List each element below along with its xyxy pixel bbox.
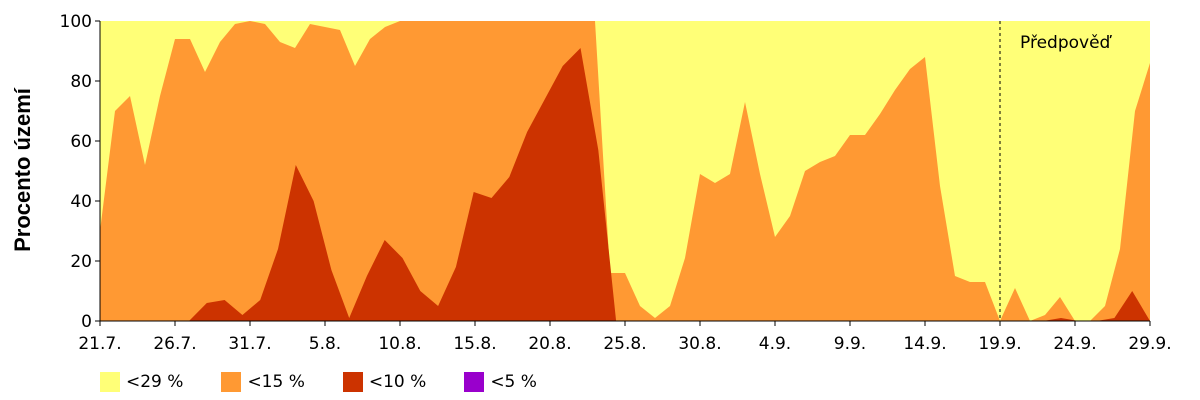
legend-swatch-below10 <box>342 372 363 392</box>
y-tick-label: 60 <box>70 132 92 152</box>
y-axis-ticks: 0 20 40 60 80 100 <box>60 12 100 332</box>
legend: <29 % <15 % <10 % <5 % <box>100 372 537 392</box>
legend-item-below29: <29 % <box>100 372 183 392</box>
area-below15 <box>100 21 1150 321</box>
y-tick-label: 100 <box>60 12 92 32</box>
x-tick-label: 26.7. <box>153 334 196 354</box>
x-tick-label: 19.9. <box>978 334 1021 354</box>
legend-label-below5: <5 % <box>490 372 537 392</box>
y-axis-label: Procento území <box>10 87 35 252</box>
x-tick-label: 21.7. <box>78 334 121 354</box>
x-tick-label: 30.8. <box>678 334 721 354</box>
legend-label-below15: <15 % <box>247 372 305 392</box>
y-tick-label: 80 <box>70 72 92 92</box>
x-tick-label: 10.8. <box>378 334 421 354</box>
legend-item-below5: <5 % <box>464 372 537 392</box>
legend-label-below29: <29 % <box>126 372 184 392</box>
y-tick-label: 20 <box>70 252 92 272</box>
x-axis-ticks: 21.7. 26.7. 31.7. 5.8. 10.8. 15.8. 20.8. 25.8. 3… <box>78 321 1172 354</box>
x-tick-label: 25.8. <box>603 334 646 354</box>
x-tick-label: 20.8. <box>528 334 571 354</box>
legend-swatch-below5 <box>464 372 485 392</box>
x-tick-label: 15.8. <box>453 334 496 354</box>
legend-item-below15: <15 % <box>221 372 305 392</box>
y-tick-label: 40 <box>70 192 92 212</box>
x-tick-label: 29.9. <box>1128 334 1171 354</box>
y-tick-label: 0 <box>81 312 92 332</box>
x-tick-label: 24.9. <box>1053 334 1096 354</box>
plot-area <box>99 21 1150 322</box>
x-tick-label: 5.8. <box>309 334 341 354</box>
x-tick-label: 14.9. <box>903 334 946 354</box>
legend-item-below10: <10 % <box>342 372 427 392</box>
area-chart: 0 20 40 60 80 100 21.7. 26.7. 31.7. 5.8. 10.8. 15.… <box>10 12 1172 354</box>
x-tick-label: 9.9. <box>834 334 866 354</box>
x-tick-label: 4.9. <box>759 334 791 354</box>
legend-swatch-below29 <box>100 372 120 392</box>
legend-swatch-below15 <box>221 372 242 392</box>
legend-label-below10: <10 % <box>368 372 427 392</box>
forecast-label: Předpověď <box>1020 33 1113 53</box>
x-tick-label: 31.7. <box>228 334 271 354</box>
